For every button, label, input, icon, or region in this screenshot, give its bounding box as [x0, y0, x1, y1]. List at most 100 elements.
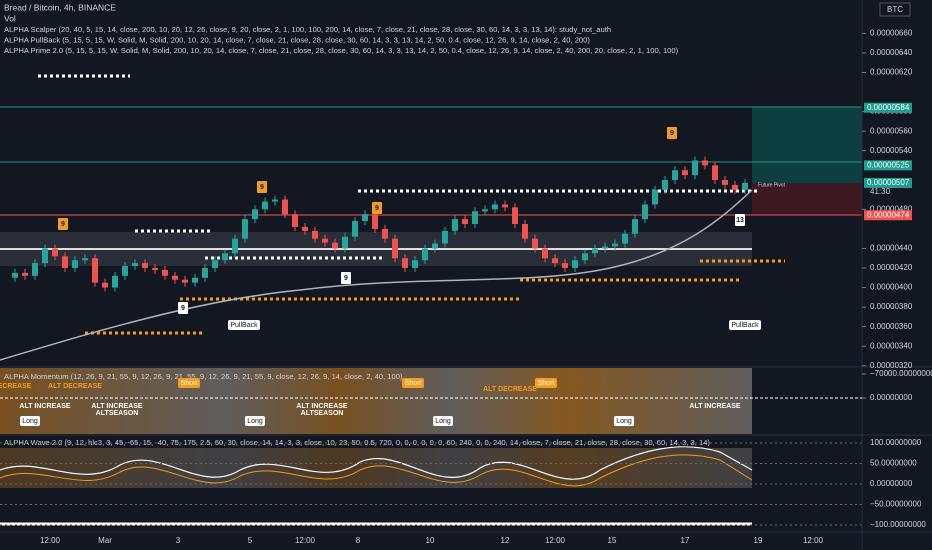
count-up: 9 — [344, 275, 348, 282]
long-box — [614, 416, 634, 426]
count-down-box — [58, 218, 68, 230]
time-label: 10 — [426, 536, 435, 545]
candle — [652, 189, 658, 205]
candle — [532, 238, 538, 249]
indicator-legend: ALPHA PullBack (5, 15, 5, 15, W, Solid, … — [4, 36, 590, 45]
price-tick-label: 0.00000440 — [870, 244, 913, 253]
price-tick-label: 0.00000620 — [870, 68, 913, 77]
candle — [522, 224, 528, 239]
time-label: 19 — [754, 536, 763, 545]
candle — [552, 258, 558, 264]
price-tick-label: 0.00000480 — [870, 204, 913, 213]
momentum-signal: ALT INCREASE — [296, 403, 348, 410]
candle — [582, 253, 588, 261]
pullback-label: PullBack — [731, 322, 759, 329]
candle — [12, 272, 18, 278]
candle — [692, 160, 698, 176]
momentum-signal: ALTSEASON — [301, 410, 344, 417]
time-label: 8 — [356, 536, 361, 545]
short-box — [402, 378, 424, 388]
candle — [742, 182, 748, 190]
momentum-title: ALPHA Momentum (12, 26, 9, 21, 55, 9, 12… — [4, 372, 403, 381]
candle — [152, 268, 158, 270]
count-down: 9 — [260, 184, 264, 191]
momentum-signal: ALTSEASON — [96, 410, 139, 417]
candle — [732, 184, 738, 190]
candle — [272, 199, 278, 202]
moving-average — [0, 189, 753, 361]
price-badge — [864, 102, 912, 113]
pivot-label: Future Pivot — [758, 182, 786, 188]
count-up-box — [341, 272, 351, 284]
short-box — [178, 378, 200, 388]
candle — [172, 275, 178, 280]
count-up: 9 — [181, 305, 185, 312]
price-tick-label: 0.00000660 — [870, 29, 913, 38]
time-label: 5 — [248, 536, 253, 545]
time-label: 12:00 — [545, 536, 566, 545]
momentum-signal: ALT INCREASE — [19, 403, 71, 410]
wave-tick-label: 50.00000000 — [870, 459, 917, 468]
candle — [402, 258, 408, 268]
candle — [542, 248, 548, 259]
symbol-title: Bread / Bitcoin, 4h, BINANCE — [4, 2, 116, 12]
price-tick-label: 0.00000320 — [870, 361, 913, 370]
candle — [502, 204, 508, 208]
count-down-box — [372, 202, 382, 214]
time-label: 12:00 — [295, 536, 316, 545]
countdown: 41:30 — [870, 187, 891, 196]
wave-line — [0, 454, 753, 487]
momentum-tick-label: 0.00000000 — [870, 393, 913, 402]
count-13: 13 — [736, 217, 744, 224]
short-label: Short — [405, 380, 422, 387]
long-label: Long — [247, 418, 263, 425]
price-badge — [864, 160, 912, 171]
count-up-box — [178, 302, 188, 314]
pullback-box — [729, 320, 761, 330]
candle — [482, 209, 488, 212]
candle — [512, 207, 518, 225]
time-label: Mar — [98, 536, 112, 545]
candle — [712, 165, 718, 181]
short-label: Short — [181, 380, 198, 387]
candle — [462, 219, 468, 225]
price-tick-label: 0.00000380 — [870, 302, 913, 311]
time-label: 17 — [681, 536, 690, 545]
wave-tick-label: −100.00000000 — [870, 520, 926, 529]
candle — [672, 170, 678, 181]
candle — [592, 248, 598, 254]
candle — [572, 260, 578, 268]
stop-zone — [752, 183, 862, 215]
long-label: Long — [616, 418, 632, 425]
candle — [642, 204, 648, 220]
count-13-box — [735, 214, 745, 226]
candle — [372, 214, 378, 229]
volume-label: Vol — [4, 13, 16, 23]
price-tick-label: 0.00000540 — [870, 146, 913, 155]
candle — [632, 219, 638, 234]
candle — [422, 248, 428, 261]
candle — [232, 238, 238, 254]
candle — [322, 238, 328, 243]
momentum-signal: ALT INCREASE — [91, 403, 143, 410]
candle — [72, 260, 78, 268]
momentum-signal: ALT DECREASE — [483, 386, 537, 393]
candle — [722, 180, 728, 185]
time-label: 15 — [608, 536, 617, 545]
price-tick-label: 0.00000640 — [870, 48, 913, 57]
candle — [432, 243, 438, 249]
wave-tick-label: −50.00000000 — [870, 500, 922, 509]
indicator-legend: ALPHA Prime 2.0 (5, 15, 5, 15, W, Solid,… — [4, 46, 679, 55]
target-zone — [752, 107, 862, 183]
count-down: 9 — [375, 205, 379, 212]
momentum-signal: ALT INCREASE — [689, 403, 741, 410]
price-tick-label: 0.00000360 — [870, 322, 913, 331]
candle — [142, 263, 148, 268]
candle — [662, 180, 668, 190]
count-down-box — [257, 181, 267, 193]
candle — [162, 269, 168, 276]
price-tick-label: 0.00000340 — [870, 341, 913, 350]
candle — [262, 201, 268, 210]
count-down-box — [667, 127, 677, 139]
